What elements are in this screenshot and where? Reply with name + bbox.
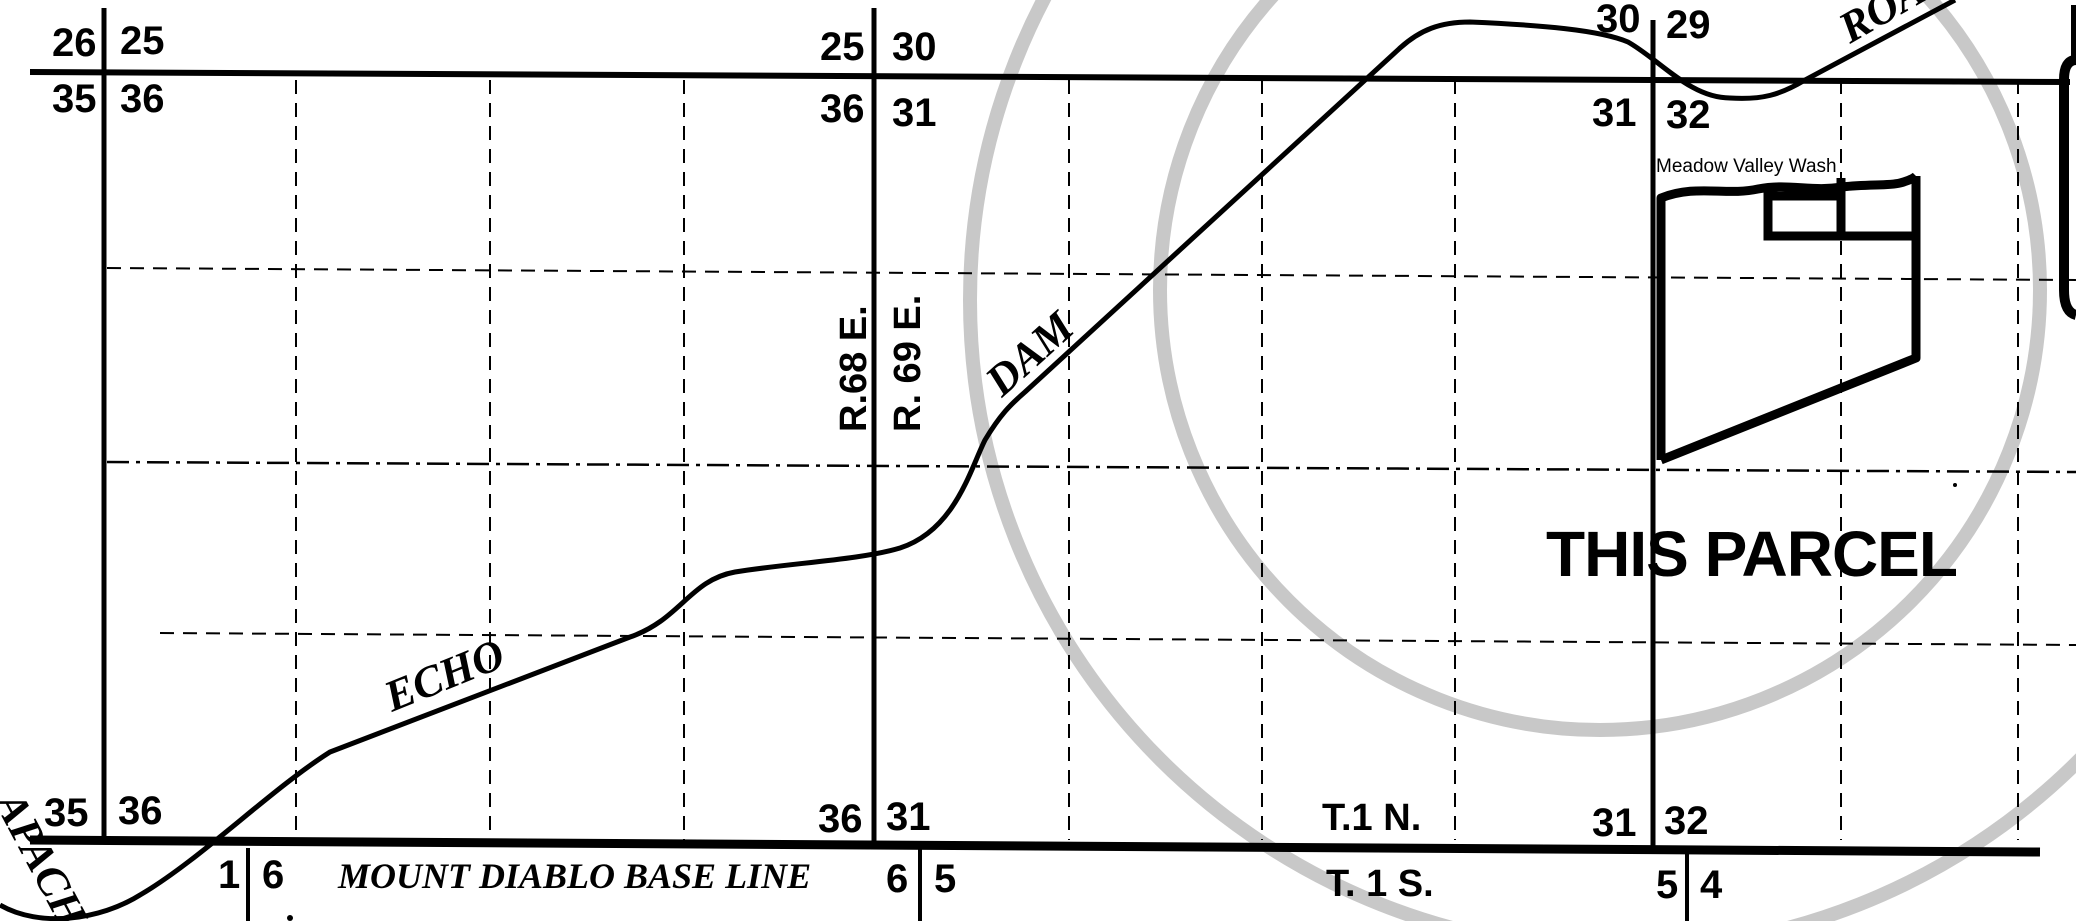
echo-dam-road: [0, 0, 1957, 921]
section-number: 25: [820, 25, 865, 69]
section-number: 36: [118, 789, 163, 833]
section-number: 36: [120, 77, 165, 121]
township-label-south: T. 1 S.: [1326, 863, 1434, 905]
section-number: 31: [892, 91, 937, 135]
parcel-notch: [1763, 190, 1916, 241]
township-label-north: T.1 N.: [1322, 797, 1421, 839]
section-number: 32: [1664, 799, 1709, 843]
meadow-valley-wash-label: Meadow Valley Wash: [1656, 156, 1837, 177]
section-number: 25: [120, 19, 165, 63]
map-frame-edge: [2059, 5, 2076, 320]
base-line-label: MOUNT DIABLO BASE LINE: [337, 856, 811, 896]
section-number-labels: 26 25 35 36 25 30 36 31 30 29 31 32 35 3…: [44, 0, 1723, 907]
range-label-west: R.68 E.: [833, 305, 875, 432]
watermark-arcs: [963, 0, 2076, 921]
section-number: 30: [892, 25, 937, 69]
grid-line: [106, 267, 2076, 281]
this-parcel-label: THIS PARCEL: [1546, 518, 1957, 590]
range-label-east: R. 69 E.: [887, 295, 929, 432]
mount-diablo-base-line: [29, 835, 2041, 857]
section-number: 30: [1596, 0, 1641, 41]
midline-horizontal: [106, 460, 2076, 474]
section-number: 36: [818, 797, 863, 841]
grid-line: [159, 632, 2076, 646]
section-number: 26: [52, 21, 97, 65]
section-number: 4: [1700, 863, 1723, 907]
watermark-arc-outer: [963, 0, 2076, 921]
map-dot: [1953, 483, 1957, 487]
section-number: 31: [1592, 801, 1637, 845]
section-number: 36: [820, 87, 865, 131]
section-number: 31: [886, 795, 931, 839]
section-lines: [29, 8, 2071, 921]
quarter-grid-vertical: [295, 80, 2019, 840]
quarter-grid-horizontal: [106, 267, 2076, 646]
section-number: 5: [934, 857, 956, 901]
section-number: 1: [218, 853, 240, 897]
township-line-north: [29, 69, 2071, 85]
section-number: 6: [262, 853, 284, 897]
section-number: 31: [1592, 91, 1637, 135]
section-number: 32: [1666, 93, 1711, 137]
section-number: 35: [44, 791, 89, 835]
section-number: 6: [886, 857, 908, 901]
section-number: 5: [1656, 863, 1678, 907]
this-parcel-outline: [1656, 182, 1847, 460]
section-number: 29: [1666, 3, 1711, 47]
section-number: 35: [52, 77, 97, 121]
watermark-arc-inner: [1153, 0, 2047, 737]
map-dot: [287, 915, 293, 921]
section-midlines: [106, 460, 2076, 474]
